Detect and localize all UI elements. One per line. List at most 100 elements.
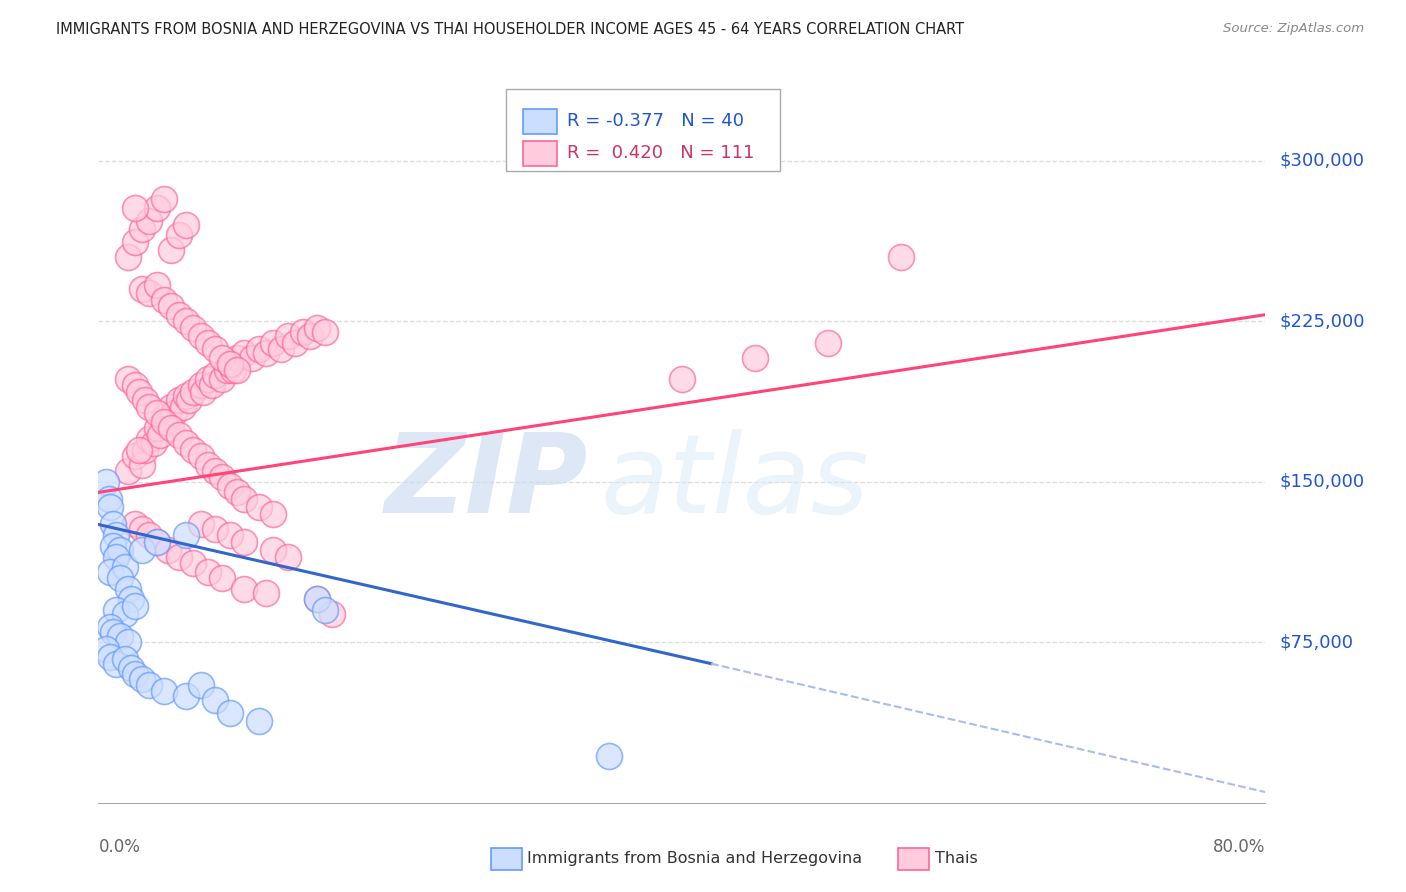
Point: [204, 464, 226, 478]
Point: [204, 522, 226, 536]
Point: [110, 571, 132, 585]
Point: [321, 607, 343, 622]
Point: [110, 629, 132, 643]
Point: [94, 641, 117, 656]
Point: [181, 442, 204, 457]
Point: [172, 400, 194, 414]
Text: Source: ZipAtlas.com: Source: ZipAtlas.com: [1223, 22, 1364, 36]
Point: [211, 351, 233, 365]
Point: [146, 534, 169, 549]
Point: [160, 421, 183, 435]
Point: [167, 308, 190, 322]
Text: atlas: atlas: [600, 429, 869, 536]
Point: [197, 372, 219, 386]
Point: [201, 378, 224, 392]
Point: [254, 586, 277, 600]
Point: [226, 363, 249, 377]
Point: [138, 213, 160, 227]
Point: [134, 442, 156, 457]
Point: [124, 599, 146, 613]
Point: [314, 325, 336, 339]
Point: [314, 603, 336, 617]
Point: [124, 235, 146, 249]
Point: [104, 528, 127, 542]
Point: [101, 539, 124, 553]
Point: [153, 192, 176, 206]
Point: [101, 517, 124, 532]
Point: [124, 201, 146, 215]
Point: [174, 528, 197, 542]
Point: [160, 400, 183, 414]
Point: [190, 449, 212, 463]
Point: [114, 607, 136, 622]
Point: [94, 475, 117, 489]
Point: [291, 325, 314, 339]
Point: [890, 250, 912, 264]
Text: 0.0%: 0.0%: [98, 838, 141, 855]
Point: [270, 342, 292, 356]
Text: R = -0.377   N = 40: R = -0.377 N = 40: [567, 112, 744, 130]
Point: [307, 320, 329, 334]
Point: [218, 479, 240, 493]
Point: [193, 384, 215, 399]
Point: [233, 534, 256, 549]
Point: [98, 500, 121, 515]
Point: [146, 421, 169, 435]
Point: [104, 603, 127, 617]
Point: [177, 393, 200, 408]
Point: [197, 458, 219, 472]
Point: [190, 678, 212, 692]
Point: [233, 346, 256, 360]
Point: [197, 335, 219, 350]
Point: [215, 363, 238, 377]
Point: [114, 652, 136, 666]
Point: [124, 667, 146, 681]
Point: [124, 449, 146, 463]
Point: [307, 592, 329, 607]
Point: [204, 368, 226, 382]
Point: [124, 378, 146, 392]
Point: [163, 406, 186, 420]
Text: R =  0.420   N = 111: R = 0.420 N = 111: [567, 145, 754, 162]
Point: [98, 620, 121, 634]
Point: [174, 436, 197, 450]
Point: [744, 351, 766, 365]
Point: [160, 244, 183, 258]
Point: [174, 689, 197, 703]
Point: [190, 329, 212, 343]
Text: Thais: Thais: [935, 852, 977, 866]
Point: [131, 672, 153, 686]
Point: [149, 427, 172, 442]
Point: [307, 592, 329, 607]
Point: [247, 342, 270, 356]
Point: [120, 592, 142, 607]
Point: [104, 657, 127, 671]
Point: [218, 357, 240, 371]
Point: [117, 464, 139, 478]
Point: [131, 282, 153, 296]
Point: [181, 384, 204, 399]
Point: [138, 528, 160, 542]
Point: [221, 363, 243, 377]
Point: [131, 522, 153, 536]
Point: [598, 748, 620, 763]
Point: [114, 560, 136, 574]
Point: [190, 378, 212, 392]
Point: [153, 415, 176, 429]
Point: [218, 528, 240, 542]
Point: [204, 342, 226, 356]
Point: [167, 228, 190, 243]
Text: IMMIGRANTS FROM BOSNIA AND HERZEGOVINA VS THAI HOUSEHOLDER INCOME AGES 45 - 64 Y: IMMIGRANTS FROM BOSNIA AND HERZEGOVINA V…: [56, 22, 965, 37]
Point: [157, 543, 180, 558]
Point: [262, 543, 284, 558]
Point: [262, 335, 284, 350]
Point: [233, 491, 256, 506]
Point: [131, 222, 153, 236]
Point: [124, 517, 146, 532]
Point: [128, 384, 150, 399]
Point: [160, 299, 183, 313]
Point: [131, 458, 153, 472]
Point: [211, 372, 233, 386]
Point: [218, 357, 240, 371]
Point: [226, 351, 249, 365]
